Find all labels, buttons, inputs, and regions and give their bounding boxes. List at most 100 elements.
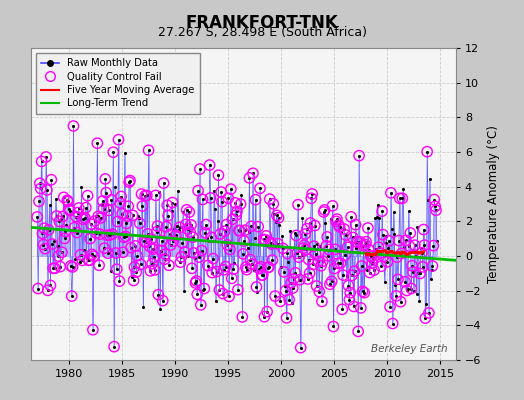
Point: [377, 263, 385, 270]
Point: [354, 328, 363, 334]
Point: [96, 231, 104, 237]
Point: [169, 238, 178, 244]
Point: [397, 298, 405, 305]
Point: [376, 250, 385, 256]
Point: [133, 253, 141, 259]
Point: [402, 237, 410, 244]
Point: [218, 198, 226, 205]
Point: [314, 258, 323, 264]
Point: [200, 285, 209, 292]
Point: [230, 266, 238, 272]
Point: [294, 202, 302, 208]
Point: [234, 286, 242, 293]
Point: [420, 242, 429, 248]
Point: [368, 260, 377, 266]
Point: [159, 298, 167, 304]
Point: [119, 234, 128, 240]
Point: [209, 256, 217, 262]
Point: [430, 196, 439, 203]
Point: [315, 288, 323, 295]
Point: [104, 250, 112, 256]
Point: [302, 246, 310, 252]
Point: [42, 154, 50, 160]
Point: [159, 180, 168, 186]
Point: [114, 136, 123, 143]
Point: [161, 251, 170, 257]
Point: [151, 192, 160, 199]
Point: [275, 214, 283, 221]
Point: [314, 258, 323, 264]
Point: [288, 300, 296, 306]
Point: [265, 264, 273, 270]
Point: [301, 231, 309, 237]
Point: [60, 194, 68, 200]
Point: [227, 186, 235, 192]
Point: [97, 202, 106, 209]
Point: [267, 241, 276, 247]
Point: [290, 230, 299, 236]
Point: [428, 263, 436, 269]
Point: [308, 191, 316, 197]
Point: [306, 220, 314, 226]
Point: [423, 148, 431, 155]
Point: [53, 243, 62, 250]
Point: [212, 298, 220, 304]
Point: [244, 228, 253, 235]
Point: [304, 256, 313, 263]
Point: [40, 225, 48, 232]
Point: [191, 280, 200, 286]
Point: [149, 246, 157, 252]
Point: [178, 240, 187, 246]
Point: [99, 198, 107, 204]
Point: [110, 344, 118, 350]
Point: [275, 222, 283, 228]
Point: [122, 233, 130, 240]
Point: [257, 264, 265, 270]
Point: [157, 247, 165, 254]
Point: [138, 203, 147, 209]
Point: [78, 257, 86, 264]
Point: [305, 270, 314, 276]
Point: [266, 239, 275, 246]
Point: [341, 252, 349, 258]
Point: [242, 264, 250, 270]
Point: [303, 276, 312, 282]
Point: [74, 209, 82, 216]
Point: [102, 190, 111, 196]
Point: [340, 226, 348, 232]
Point: [400, 244, 408, 250]
Point: [83, 192, 92, 199]
Point: [406, 230, 414, 236]
Point: [41, 246, 49, 252]
Point: [152, 229, 161, 235]
Point: [383, 259, 391, 265]
Point: [37, 158, 46, 165]
Point: [61, 228, 70, 235]
Point: [312, 251, 320, 257]
Point: [407, 285, 416, 292]
Point: [272, 212, 281, 218]
Point: [238, 314, 246, 320]
Point: [312, 251, 320, 257]
Point: [395, 237, 403, 244]
Point: [397, 298, 405, 305]
Point: [105, 207, 113, 214]
Point: [201, 230, 210, 236]
Point: [260, 314, 269, 320]
Point: [136, 220, 144, 226]
Point: [422, 301, 430, 308]
Point: [307, 195, 315, 202]
Point: [366, 253, 375, 259]
Point: [142, 239, 150, 245]
Point: [215, 287, 224, 293]
Text: Berkeley Earth: Berkeley Earth: [371, 344, 447, 354]
Point: [75, 258, 84, 265]
Point: [167, 242, 175, 248]
Point: [357, 263, 366, 269]
Point: [379, 253, 388, 260]
Point: [119, 234, 128, 240]
Point: [312, 283, 321, 289]
Point: [353, 239, 362, 245]
Point: [271, 293, 279, 299]
Point: [192, 278, 201, 284]
